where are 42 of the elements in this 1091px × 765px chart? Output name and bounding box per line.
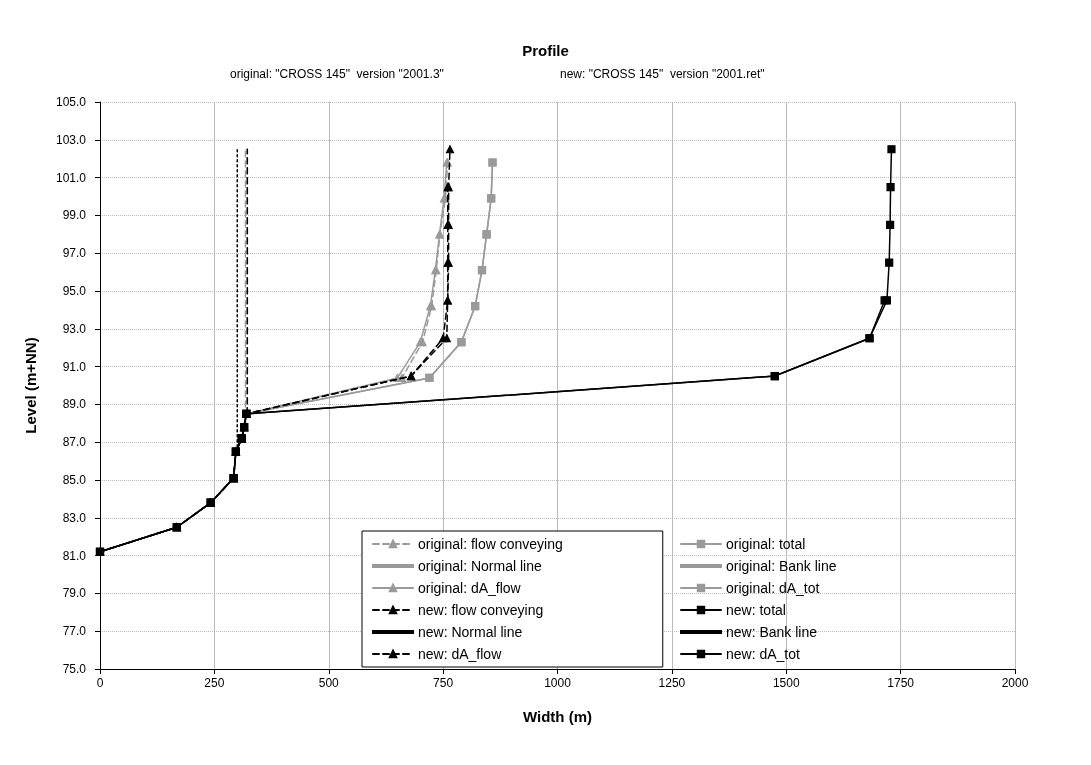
x-axis-title: Width (m) [522, 708, 593, 725]
y-tick-label: 91.0 [62, 359, 87, 374]
y-tick-label: 105.0 [55, 95, 87, 109]
y-tick-label: 103.0 [55, 132, 87, 147]
x-tick-label: 1000 [544, 676, 572, 690]
x-tick-label: 0 [96, 676, 104, 690]
y-tick-label: 85.0 [62, 473, 87, 487]
y-tick-label: 77.0 [62, 624, 87, 639]
y-tick-label: 95.0 [62, 284, 87, 298]
legend-label: new: Bank line [726, 624, 818, 640]
y-tick-label: 81.0 [62, 548, 87, 563]
y-tick-label: 99.0 [62, 208, 87, 223]
legend-label: original: dA_tot [726, 580, 820, 596]
legend-label: original: flow conveying [418, 536, 563, 552]
x-tick-label: 250 [204, 676, 225, 690]
y-axis-title: Level (m+NN) [22, 337, 39, 434]
y-tick-label: 97.0 [62, 246, 87, 261]
x-tick-label: 750 [433, 676, 454, 690]
x-tick-label: 500 [318, 676, 340, 690]
text: original: "CROSS 145" version "2001.3" [230, 67, 444, 81]
legend-label: new: total [726, 602, 786, 618]
legend-label: new: flow conveying [418, 602, 544, 618]
legend-label: new: dA_tot [726, 646, 801, 662]
x-tick-label: 1500 [772, 676, 800, 690]
x-tick-label: 2000 [1001, 676, 1029, 690]
y-tick-label: 75.0 [62, 662, 87, 676]
y-tick-label: 101.0 [55, 170, 87, 185]
x-tick-label: 1250 [658, 676, 686, 690]
legend-label: new: dA_flow [418, 646, 503, 662]
y-tick-label: 89.0 [62, 397, 87, 412]
y-tick-label: 87.0 [62, 435, 87, 450]
y-tick-label: 83.0 [62, 510, 87, 525]
legend-label: original: Normal line [418, 558, 542, 574]
x-tick-label: 1750 [887, 676, 915, 690]
y-tick-label: 79.0 [62, 586, 87, 601]
legend-label: original: Bank line [726, 558, 837, 574]
y-tick-label: 93.0 [62, 321, 87, 336]
text: new: "CROSS 145" version "2001.ret" [560, 67, 765, 81]
chart-title: Profile [522, 42, 569, 59]
legend-label: original: dA_flow [418, 580, 522, 596]
legend-label: original: total [726, 536, 806, 552]
legend-label: new: Normal line [418, 624, 523, 640]
